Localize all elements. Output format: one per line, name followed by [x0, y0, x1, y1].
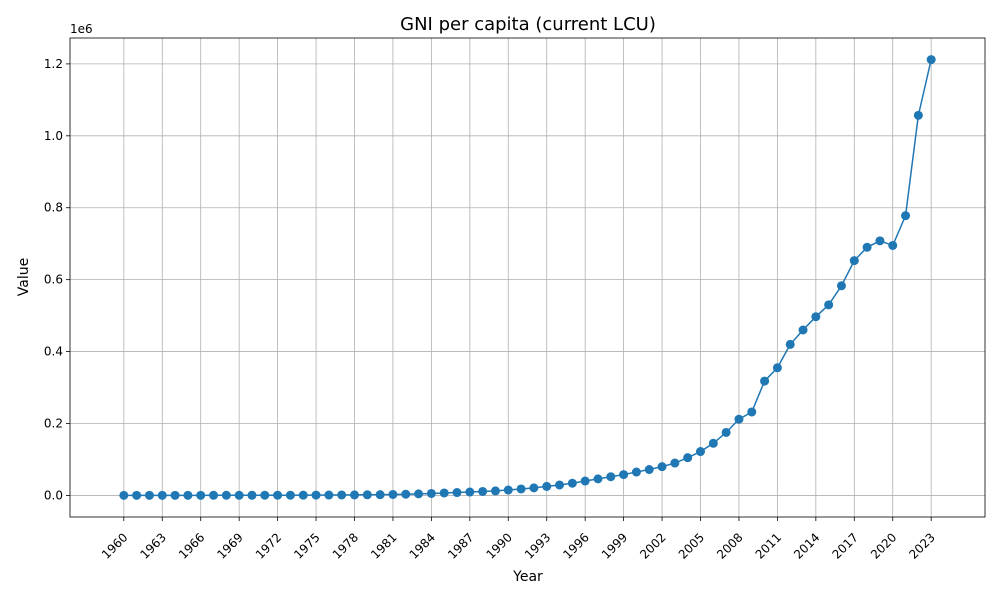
data-point-2012	[785, 339, 795, 349]
data-point-2018	[862, 242, 872, 252]
data-point-1987	[465, 487, 475, 497]
chart-title: GNI per capita (current LCU)	[400, 14, 656, 35]
data-point-1970	[247, 490, 257, 500]
data-point-2011	[772, 363, 782, 373]
plot-frame	[69, 37, 986, 518]
data-point-2010	[760, 376, 770, 386]
data-point-1986	[452, 488, 462, 498]
data-point-1960	[119, 490, 129, 500]
data-point-1974	[298, 490, 308, 500]
data-point-1971	[260, 490, 270, 500]
data-point-2009	[747, 407, 757, 417]
data-point-1963	[157, 490, 167, 500]
data-point-2013	[798, 325, 808, 335]
data-point-2001	[644, 465, 654, 475]
data-point-2004	[683, 453, 693, 463]
data-point-1978	[350, 490, 359, 500]
data-point-2005	[696, 447, 705, 457]
data-point-1988	[478, 486, 488, 496]
data-point-2002	[657, 462, 667, 472]
data-point-2021	[901, 211, 911, 221]
data-point-2016	[836, 281, 846, 291]
data-point-1991	[516, 484, 526, 494]
data-point-1997	[593, 474, 603, 484]
y-offset-label: 1e6	[70, 22, 93, 36]
data-point-1998	[606, 472, 616, 482]
data-point-1985	[439, 488, 449, 498]
data-point-1996	[580, 476, 590, 486]
data-point-1972	[273, 490, 283, 500]
y-tick-label: 0.4	[44, 345, 63, 359]
data-point-2003	[670, 458, 680, 468]
data-point-2006	[708, 438, 718, 448]
data-point-2007	[721, 427, 731, 437]
data-point-1961	[132, 490, 142, 500]
data-point-2023	[926, 55, 936, 65]
data-point-1977	[337, 490, 347, 500]
y-tick-label: 0.6	[44, 273, 63, 287]
data-point-1999	[619, 470, 629, 480]
data-point-1992	[529, 483, 539, 493]
data-point-1994	[555, 480, 565, 490]
series	[119, 55, 936, 500]
data-point-1990	[503, 485, 513, 495]
data-point-2017	[849, 256, 859, 266]
data-point-1982	[401, 489, 411, 499]
data-point-1989	[490, 486, 500, 496]
data-point-1964	[170, 490, 180, 500]
data-point-1979	[362, 490, 372, 500]
data-point-2020	[888, 240, 898, 250]
y-tick-label: 0.8	[44, 201, 63, 215]
data-point-1980	[375, 490, 385, 500]
x-axis-label: Year	[512, 569, 543, 585]
data-point-2022	[913, 110, 923, 120]
data-point-2000	[631, 467, 641, 477]
data-point-2019	[875, 236, 885, 246]
data-point-1962	[144, 490, 154, 500]
data-point-1966	[196, 490, 206, 500]
y-tick-label: 0.0	[44, 488, 63, 502]
data-point-2008	[734, 414, 744, 424]
data-point-2015	[824, 300, 834, 310]
y-axis-label: Value	[16, 258, 32, 296]
y-tick-label: 1.0	[44, 129, 63, 143]
data-point-1969	[234, 490, 244, 500]
data-point-1975	[311, 490, 321, 500]
data-point-1968	[221, 490, 231, 500]
data-point-1984	[426, 488, 436, 498]
data-point-1965	[183, 490, 193, 500]
y-tick-label: 1.2	[44, 57, 63, 71]
series-line	[123, 59, 932, 497]
data-point-1993	[542, 481, 552, 491]
data-point-1976	[324, 490, 334, 500]
data-point-1983	[414, 489, 424, 499]
data-point-1981	[388, 489, 398, 499]
data-point-2014	[811, 312, 821, 322]
data-point-1967	[209, 490, 219, 500]
grid	[70, 38, 985, 517]
data-point-1995	[567, 478, 577, 488]
data-point-1973	[285, 490, 295, 500]
y-tick-label: 0.2	[44, 417, 63, 431]
